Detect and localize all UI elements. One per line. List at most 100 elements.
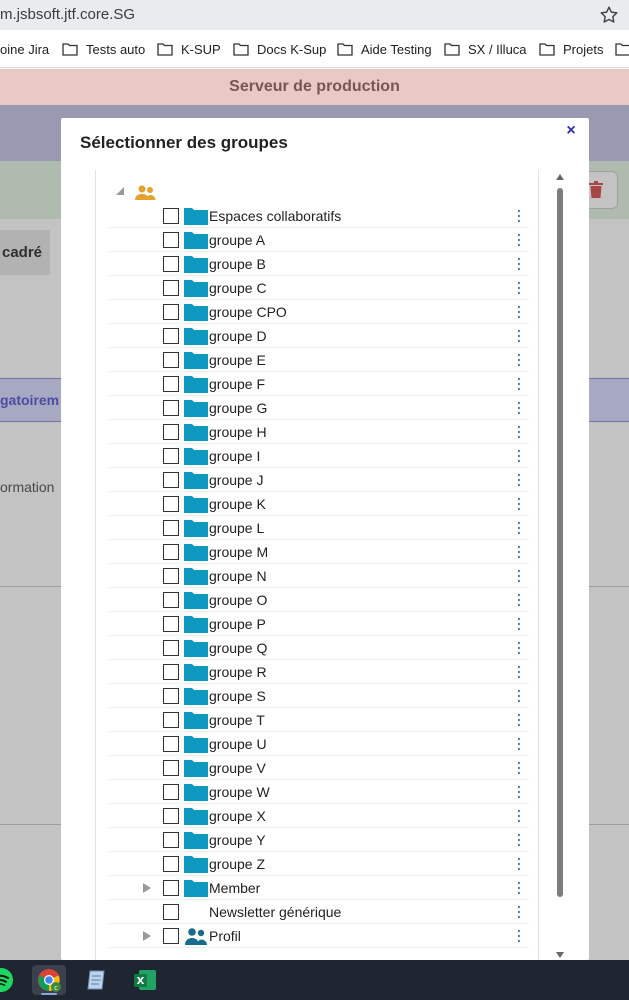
more-options-icon[interactable] (513, 208, 525, 224)
tree-item[interactable]: groupe D (109, 324, 529, 348)
more-options-icon[interactable] (513, 808, 525, 824)
tree-item[interactable]: Newsletter générique (109, 900, 529, 924)
tree-item[interactable]: groupe E (109, 348, 529, 372)
tree-item-label[interactable]: groupe N (209, 568, 267, 584)
tree-item-label[interactable]: groupe K (209, 496, 266, 512)
item-checkbox[interactable] (163, 304, 179, 320)
more-options-icon[interactable] (513, 664, 525, 680)
tree-item[interactable]: groupe U (109, 732, 529, 756)
tree-item[interactable]: groupe Q (109, 636, 529, 660)
tree-item[interactable]: groupe Y (109, 828, 529, 852)
tree-item[interactable]: Espaces collaboratifs (109, 204, 529, 228)
tree-item-label[interactable]: groupe X (209, 808, 266, 824)
tree-item[interactable]: groupe S (109, 684, 529, 708)
tree-expand-icon[interactable] (142, 930, 152, 942)
item-checkbox[interactable] (163, 208, 179, 224)
item-checkbox[interactable] (163, 880, 179, 896)
more-options-icon[interactable] (513, 376, 525, 392)
more-options-icon[interactable] (513, 640, 525, 656)
more-options-icon[interactable] (513, 424, 525, 440)
tree-item-label[interactable]: Espaces collaboratifs (209, 208, 342, 224)
item-checkbox[interactable] (163, 256, 179, 272)
tree-item[interactable]: groupe O (109, 588, 529, 612)
item-checkbox[interactable] (163, 736, 179, 752)
tree-item[interactable]: groupe V (109, 756, 529, 780)
more-options-icon[interactable] (513, 880, 525, 896)
tree-item-label[interactable]: Newsletter générique (209, 904, 342, 920)
tree-item[interactable]: groupe Z (109, 852, 529, 876)
tree-item[interactable]: groupe W (109, 780, 529, 804)
url-text[interactable]: m.jsbsoft.jtf.core.SG (0, 6, 136, 23)
item-checkbox[interactable] (163, 688, 179, 704)
tree-item-label[interactable]: groupe CPO (209, 304, 287, 320)
item-checkbox[interactable] (163, 448, 179, 464)
tree-item-label[interactable]: groupe B (209, 256, 266, 272)
tree-item-label[interactable]: groupe G (209, 400, 268, 416)
more-options-icon[interactable] (513, 256, 525, 272)
chrome-icon[interactable]: c (32, 965, 66, 995)
tree-item-label[interactable]: groupe S (209, 688, 266, 704)
more-options-icon[interactable] (513, 304, 525, 320)
scroll-up-arrow-icon[interactable] (556, 174, 564, 180)
tree-item-label[interactable]: Profil (209, 928, 241, 944)
more-options-icon[interactable] (513, 688, 525, 704)
scroll-down-arrow-icon[interactable] (556, 952, 564, 958)
close-button[interactable]: × (566, 122, 576, 139)
more-options-icon[interactable] (513, 472, 525, 488)
more-options-icon[interactable] (513, 400, 525, 416)
item-checkbox[interactable] (163, 760, 179, 776)
more-options-icon[interactable] (513, 280, 525, 296)
item-checkbox[interactable] (163, 424, 179, 440)
item-checkbox[interactable] (163, 544, 179, 560)
tree-item-label[interactable]: groupe P (209, 616, 266, 632)
item-checkbox[interactable] (163, 400, 179, 416)
item-checkbox[interactable] (163, 472, 179, 488)
more-options-icon[interactable] (513, 448, 525, 464)
tree-item-label[interactable]: groupe T (209, 712, 265, 728)
tree-item-label[interactable]: groupe M (209, 544, 269, 560)
tree-item-label[interactable]: groupe O (209, 592, 268, 608)
tree-item[interactable]: groupe CPO (109, 300, 529, 324)
tree-item[interactable]: groupe L (109, 516, 529, 540)
tree-item-label[interactable]: groupe Q (209, 640, 268, 656)
item-checkbox[interactable] (163, 568, 179, 584)
address-bar[interactable]: m.jsbsoft.jtf.core.SG (0, 0, 629, 30)
more-options-icon[interactable] (513, 760, 525, 776)
item-checkbox[interactable] (163, 784, 179, 800)
item-checkbox[interactable] (163, 376, 179, 392)
item-checkbox[interactable] (163, 856, 179, 872)
tree-item[interactable]: groupe A (109, 228, 529, 252)
tree-item[interactable]: groupe N (109, 564, 529, 588)
tree-expand-icon[interactable] (142, 882, 152, 894)
item-checkbox[interactable] (163, 904, 179, 920)
tree-item-label[interactable]: groupe F (209, 376, 266, 392)
tree-item-label[interactable]: groupe E (209, 352, 266, 368)
tree-item-label[interactable]: groupe Z (209, 856, 266, 872)
tree-item[interactable]: groupe J (109, 468, 529, 492)
more-options-icon[interactable] (513, 928, 525, 944)
tree-item-label[interactable]: groupe D (209, 328, 267, 344)
tree-item-label[interactable]: groupe V (209, 760, 266, 776)
tree-root[interactable] (96, 180, 538, 204)
tree-item-label[interactable]: groupe L (209, 520, 265, 536)
more-options-icon[interactable] (513, 496, 525, 512)
scrollbar-thumb[interactable] (557, 188, 563, 897)
more-options-icon[interactable] (513, 328, 525, 344)
tree-item[interactable]: Profil (109, 924, 529, 948)
item-checkbox[interactable] (163, 328, 179, 344)
item-checkbox[interactable] (163, 496, 179, 512)
item-checkbox[interactable] (163, 280, 179, 296)
scrollbar[interactable] (552, 170, 568, 960)
item-checkbox[interactable] (163, 520, 179, 536)
tree-item[interactable]: groupe C (109, 276, 529, 300)
more-options-icon[interactable] (513, 904, 525, 920)
tree-item[interactable]: groupe X (109, 804, 529, 828)
more-options-icon[interactable] (513, 832, 525, 848)
more-options-icon[interactable] (513, 544, 525, 560)
bookmark-star-icon[interactable] (598, 4, 620, 26)
item-checkbox[interactable] (163, 352, 179, 368)
more-options-icon[interactable] (513, 856, 525, 872)
tree-item[interactable]: groupe P (109, 612, 529, 636)
item-checkbox[interactable] (163, 664, 179, 680)
tree-item[interactable]: groupe K (109, 492, 529, 516)
